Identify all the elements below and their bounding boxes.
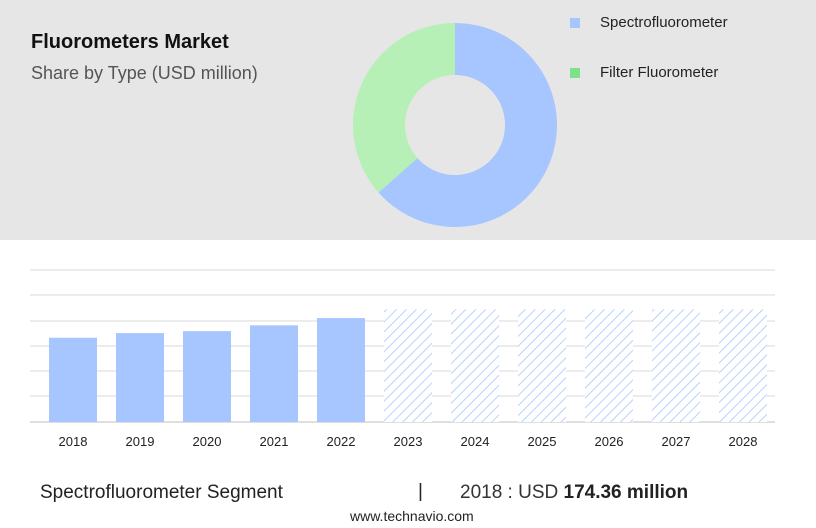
legend-swatch — [570, 68, 580, 78]
chart-subtitle: Share by Type (USD million) — [31, 63, 258, 83]
bar-2026 — [585, 309, 633, 422]
bar-2019 — [116, 333, 164, 422]
x-tick-label-2020: 2020 — [193, 434, 222, 449]
donut-slice-spectrofluorometer — [378, 23, 557, 227]
x-tick-label-2022: 2022 — [327, 434, 356, 449]
chart-title: Fluorometers Market — [31, 31, 229, 53]
bar-2023 — [384, 309, 432, 422]
x-tick-label-2024: 2024 — [461, 434, 490, 449]
segment-label: Spectrofluorometer Segment — [40, 482, 283, 503]
legend-label: Filter Fluorometer — [600, 64, 719, 81]
bar-2022 — [317, 318, 365, 422]
x-tick-label-2025: 2025 — [528, 434, 557, 449]
bar-2020 — [183, 331, 231, 422]
legend-swatch — [570, 18, 580, 28]
x-tick-label-2028: 2028 — [729, 434, 758, 449]
legend-label: Spectrofluorometer — [600, 14, 728, 31]
bar-chart: 2018 2019 2020 2021 2022 2023 2024 2025 2026 2027… — [30, 269, 775, 449]
x-tick-label-2021: 2021 — [260, 434, 289, 449]
donut-chart — [353, 23, 557, 227]
donut-slice-filter-fluorometer — [353, 23, 455, 193]
segment-value-prefix: 2018 : USD — [460, 482, 564, 503]
bar-2018 — [49, 337, 97, 422]
footer-divider: | — [418, 481, 423, 502]
source-link[interactable]: www.technavio.com — [350, 508, 474, 524]
x-tick-label-2026: 2026 — [595, 434, 624, 449]
x-tick-label-2018: 2018 — [59, 434, 88, 449]
x-tick-label-2023: 2023 — [394, 434, 423, 449]
bar-2021 — [250, 325, 298, 422]
bar-2024 — [451, 309, 499, 422]
segment-value: 2018 : USD 174.36 million — [460, 482, 688, 504]
x-tick-label-2019: 2019 — [126, 434, 155, 449]
segment-value-amount: 174.36 million — [563, 482, 689, 503]
bar-2027 — [652, 309, 700, 422]
x-tick-label-2027: 2027 — [662, 434, 691, 449]
bar-2028 — [719, 309, 767, 422]
bar-2025 — [518, 309, 566, 422]
